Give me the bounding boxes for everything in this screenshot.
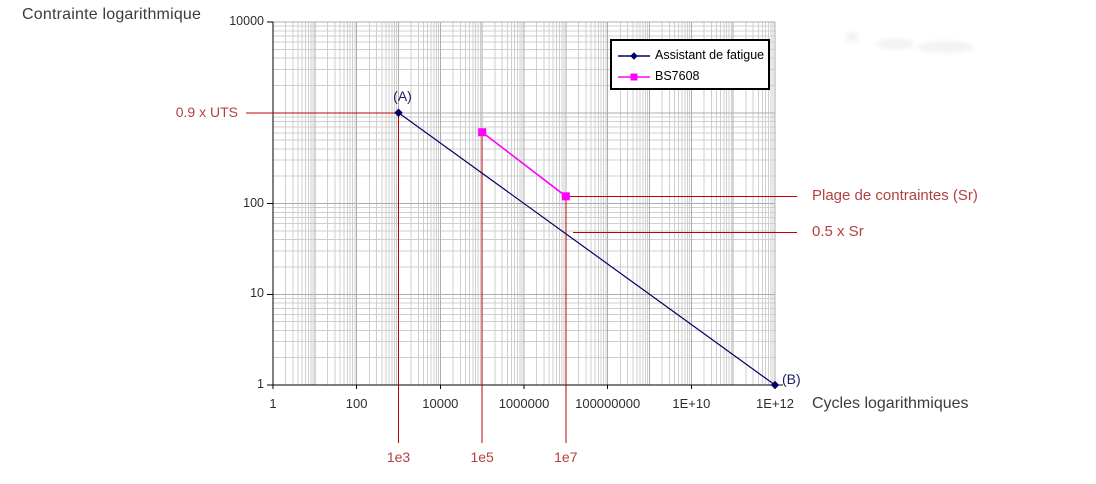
x-tick-label: 100: [345, 396, 368, 411]
x-tick-label: 100000000: [575, 396, 641, 411]
series-line-1: [398, 112, 776, 386]
marker-diamond: [770, 380, 780, 390]
y-tick-label: 10000: [229, 14, 264, 28]
annotation-label: 0.9 x UTS: [175, 103, 238, 120]
legend-label: Assistant de fatigue: [655, 47, 765, 62]
x-tick-label: 1E+10: [672, 396, 711, 411]
x-tick-label: 10000: [422, 396, 459, 411]
annotation-label: Plage de contraintes (Sr): [812, 187, 978, 205]
cycle-marker-label: 1e3: [386, 449, 411, 465]
cycle-marker-label: 1e7: [554, 449, 578, 465]
marker-diamond: [394, 108, 403, 117]
marker-square: [561, 192, 570, 201]
x-tick-label: 1000000: [498, 396, 550, 411]
legend: Assistant de fatigue BS7608: [610, 39, 770, 90]
legend-item-assistant-de-fatigue: Assistant de fatigue: [618, 44, 764, 65]
y-tick-label: 100: [243, 195, 264, 210]
cycle-marker-label: 1e5: [470, 449, 494, 465]
square-marker-icon: [618, 70, 650, 82]
annotation-label: 0.5 x Sr: [812, 223, 864, 241]
legend-item-bs7608: BS7608: [618, 65, 764, 86]
point-label: (B): [782, 371, 801, 387]
marker-square: [478, 128, 487, 137]
y-tick-label: 1: [257, 377, 264, 391]
x-tick-label: 1: [269, 396, 277, 411]
series-line-2: [481, 131, 567, 197]
x-axis-title: Cycles logarithmiques: [812, 395, 969, 412]
x-tick-label: 1E+12: [756, 396, 794, 411]
y-axis-title: Contrainte logarithmique: [22, 6, 202, 23]
legend-label: BS7608: [655, 68, 700, 83]
y-tick-label: 10: [250, 286, 264, 301]
diamond-marker-icon: [618, 49, 650, 61]
point-label: (A): [393, 87, 412, 104]
